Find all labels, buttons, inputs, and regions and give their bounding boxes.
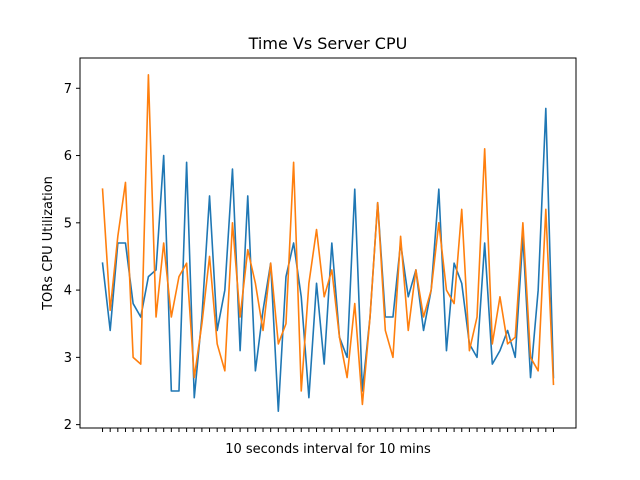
- x-axis-ticks: [102, 428, 554, 432]
- series-line-1: [101, 107, 555, 412]
- y-tick-label: 6: [64, 149, 72, 164]
- y-tick-label: 5: [64, 216, 72, 231]
- plot-area: [101, 74, 555, 412]
- y-tick-label: 2: [64, 418, 72, 433]
- y-axis-ticks: 2 3 4 5 6 7: [64, 82, 80, 433]
- y-axis-label: TORs CPU Utilization: [41, 176, 56, 311]
- chart-title: Time Vs Server CPU: [248, 34, 408, 53]
- y-tick-label: 3: [64, 351, 72, 366]
- x-axis-label: 10 seconds interval for 10 mins: [225, 442, 431, 457]
- series-line-2: [101, 74, 555, 406]
- y-tick-label: 4: [64, 284, 72, 299]
- y-tick-label: 7: [64, 82, 72, 97]
- axes-frame: [79, 57, 577, 429]
